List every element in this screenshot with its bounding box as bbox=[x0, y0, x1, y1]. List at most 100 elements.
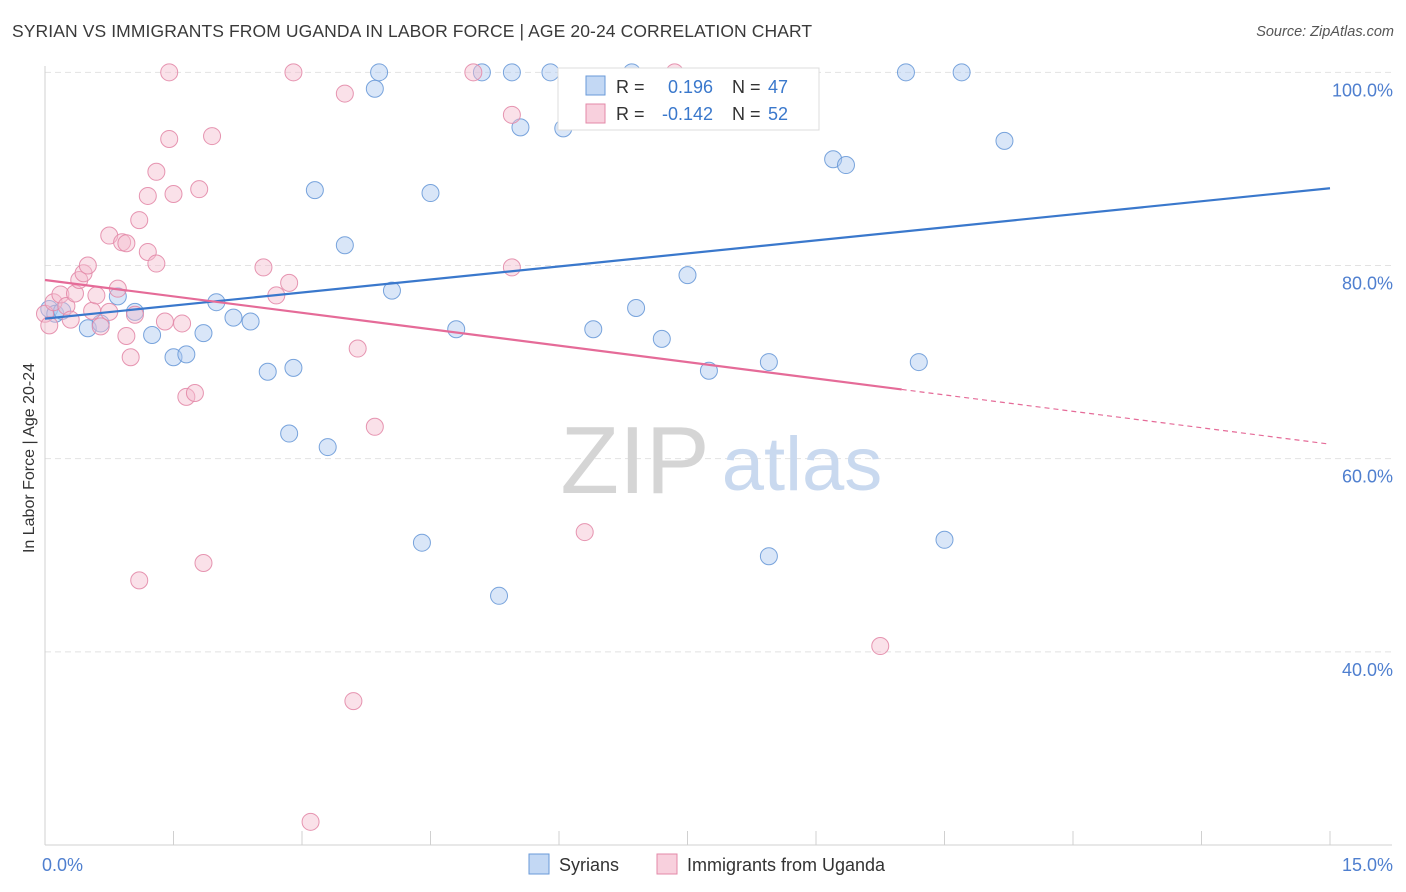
watermark-zip: ZIP bbox=[560, 407, 709, 514]
point-uganda bbox=[117, 326, 136, 345]
point-syrians bbox=[952, 63, 971, 82]
point-syrians bbox=[759, 353, 778, 372]
point-uganda bbox=[147, 254, 166, 273]
point-syrians bbox=[511, 118, 530, 137]
point-uganda bbox=[502, 105, 521, 124]
point-syrians bbox=[909, 353, 928, 372]
point-uganda bbox=[40, 316, 59, 335]
point-syrians bbox=[284, 358, 303, 377]
point-syrians bbox=[370, 63, 389, 82]
stats-r-value-syrians: 0.196 bbox=[668, 77, 713, 97]
point-syrians bbox=[490, 586, 509, 605]
point-uganda bbox=[164, 185, 183, 204]
stats-r-label-syrians: R = bbox=[616, 77, 645, 97]
stats-n-label-syrians: N = bbox=[732, 77, 761, 97]
stats-r-value-uganda: -0.142 bbox=[662, 104, 713, 124]
point-syrians bbox=[935, 530, 954, 549]
legend-swatch-syrians bbox=[528, 853, 550, 875]
point-syrians bbox=[108, 287, 127, 306]
point-uganda bbox=[160, 63, 179, 82]
point-uganda bbox=[121, 348, 140, 367]
point-uganda bbox=[177, 387, 196, 406]
point-uganda bbox=[344, 692, 363, 711]
point-uganda bbox=[147, 162, 166, 181]
y-tick-label: 100.0% bbox=[1332, 80, 1393, 100]
stats-legend: R = 0.196 N = 47 R = -0.142 N = 52 bbox=[557, 67, 820, 131]
point-syrians bbox=[335, 236, 354, 255]
point-syrians bbox=[258, 362, 277, 381]
point-uganda bbox=[194, 553, 213, 572]
point-uganda bbox=[502, 258, 521, 277]
point-syrians bbox=[194, 324, 213, 343]
point-uganda bbox=[130, 211, 149, 230]
point-syrians bbox=[447, 320, 466, 339]
point-uganda bbox=[280, 273, 299, 292]
grid-layer bbox=[45, 71, 1392, 653]
point-syrians bbox=[280, 424, 299, 443]
stats-swatch-uganda bbox=[585, 103, 606, 124]
y-tick-label: 40.0% bbox=[1342, 660, 1393, 680]
point-syrians bbox=[365, 79, 384, 98]
x-tick-label: 0.0% bbox=[42, 855, 83, 875]
point-uganda bbox=[190, 180, 209, 199]
stats-swatch-syrians bbox=[585, 75, 606, 96]
point-syrians bbox=[305, 181, 324, 200]
point-syrians bbox=[678, 266, 697, 285]
point-uganda bbox=[91, 317, 110, 336]
chart-source: Source: ZipAtlas.com bbox=[1256, 24, 1394, 40]
series-legend: Syrians Immigrants from Uganda bbox=[528, 853, 886, 875]
point-uganda bbox=[335, 84, 354, 103]
point-uganda bbox=[83, 301, 102, 320]
legend-label-syrians: Syrians bbox=[559, 855, 619, 875]
x-tick-label: 15.0% bbox=[1342, 855, 1393, 875]
stats-n-label-uganda: N = bbox=[732, 104, 761, 124]
stats-n-value-syrians: 47 bbox=[768, 77, 788, 97]
point-syrians bbox=[652, 329, 671, 348]
point-uganda bbox=[173, 314, 192, 333]
point-uganda bbox=[348, 339, 367, 358]
watermark: ZIP atlas bbox=[560, 407, 882, 514]
point-uganda bbox=[57, 297, 76, 316]
point-uganda bbox=[284, 63, 303, 82]
point-syrians bbox=[584, 320, 603, 339]
trend-layer bbox=[44, 187, 1331, 445]
point-syrians bbox=[502, 63, 521, 82]
point-uganda bbox=[65, 284, 84, 303]
point-syrians bbox=[412, 533, 431, 552]
point-uganda bbox=[130, 571, 149, 590]
y-tick-label: 80.0% bbox=[1342, 273, 1393, 293]
point-uganda bbox=[117, 234, 136, 253]
point-syrians bbox=[382, 281, 401, 300]
point-syrians bbox=[143, 326, 162, 345]
point-uganda bbox=[464, 63, 483, 82]
point-uganda bbox=[51, 285, 70, 304]
axes-layer bbox=[44, 66, 1392, 846]
chart-title: SYRIAN VS IMMIGRANTS FROM UGANDA IN LABO… bbox=[12, 21, 813, 41]
point-uganda bbox=[155, 312, 174, 331]
point-uganda bbox=[871, 637, 890, 656]
point-syrians bbox=[627, 298, 646, 317]
y-axis-label: In Labor Force | Age 20-24 bbox=[21, 363, 38, 553]
point-syrians bbox=[759, 547, 778, 566]
trend-line-dashed-uganda bbox=[901, 388, 1331, 445]
stats-n-value-uganda: 52 bbox=[768, 104, 788, 124]
y-tick-label: 60.0% bbox=[1342, 467, 1393, 487]
point-uganda bbox=[575, 523, 594, 542]
point-uganda bbox=[78, 256, 97, 275]
point-uganda bbox=[160, 129, 179, 148]
point-syrians bbox=[318, 438, 337, 457]
point-uganda bbox=[365, 417, 384, 436]
point-uganda bbox=[185, 383, 204, 402]
point-uganda bbox=[301, 812, 320, 831]
point-syrians bbox=[836, 156, 855, 175]
point-syrians bbox=[699, 361, 718, 380]
legend-label-uganda: Immigrants from Uganda bbox=[687, 855, 886, 875]
point-syrians bbox=[896, 63, 915, 82]
point-syrians bbox=[224, 308, 243, 327]
point-uganda bbox=[254, 258, 273, 277]
trend-line-uganda bbox=[44, 278, 902, 391]
point-uganda bbox=[61, 310, 80, 329]
point-syrians bbox=[421, 184, 440, 203]
